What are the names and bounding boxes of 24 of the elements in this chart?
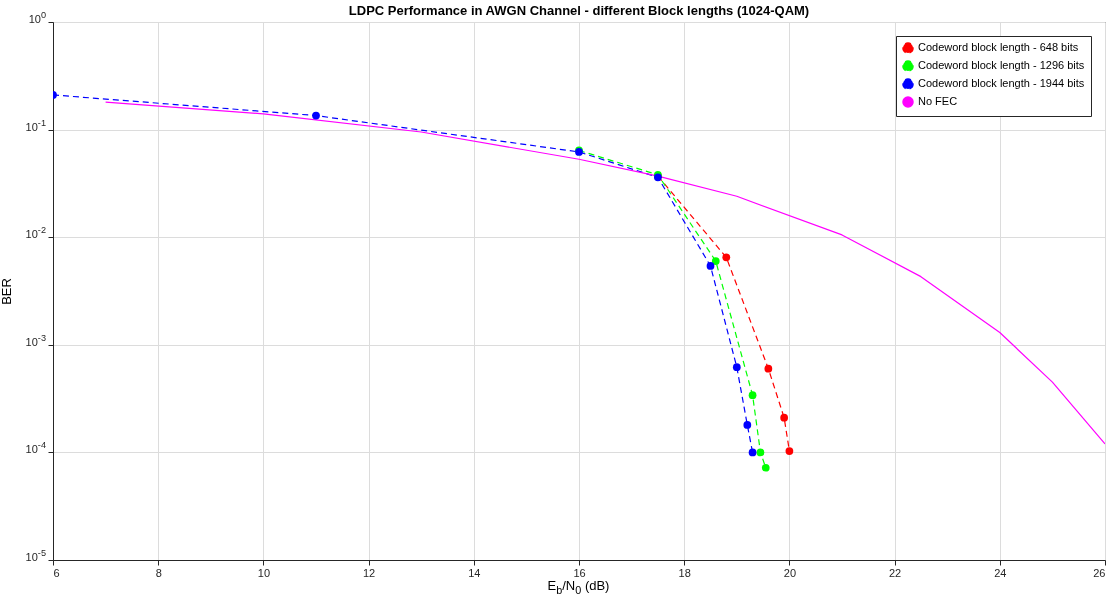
- y-tick-label: 10$^{-3}$: [25, 332, 46, 348]
- x-tick-label: 14: [468, 566, 481, 579]
- x-tick-label: 22: [888, 566, 902, 579]
- y-tick-label: 10$^{0}$: [28, 10, 46, 25]
- x-axis-title: E$_{b}$/N$_{0}$ (dB): [546, 578, 611, 596]
- y-tick-label: 10$^{-1}$: [25, 117, 46, 133]
- x-tick-label: 20: [783, 566, 797, 579]
- x-tick-label: 18: [678, 566, 691, 579]
- y-tick-label: 10$^{-5}$: [25, 548, 46, 563]
- y-tick-label: 10$^{-2}$: [25, 225, 46, 241]
- y-tick-label: 10$^{-4}$: [25, 440, 46, 456]
- legend-label: Codeword block length - 1944 bits: [918, 77, 1085, 89]
- y-axis-title: BER: [0, 278, 14, 305]
- chart-title: LDPC Performance in AWGN Channel - different Block lengths (1024-QAM): [348, 2, 810, 18]
- legend-label: No FEC: [918, 95, 958, 107]
- x-tick-label: 16: [573, 566, 586, 579]
- x-tick-label: 12: [362, 566, 376, 579]
- x-tick-label: 6: [53, 566, 60, 579]
- x-tick-label: 10: [257, 566, 271, 579]
- x-tick-label: 26: [1093, 566, 1106, 579]
- legend-label: Codeword block length - 648 bits: [918, 41, 1079, 53]
- x-tick-label: 8: [155, 566, 162, 579]
- legend-label: Codeword block length - 1296 bits: [918, 59, 1085, 71]
- x-tick-label: 24: [994, 566, 1007, 579]
